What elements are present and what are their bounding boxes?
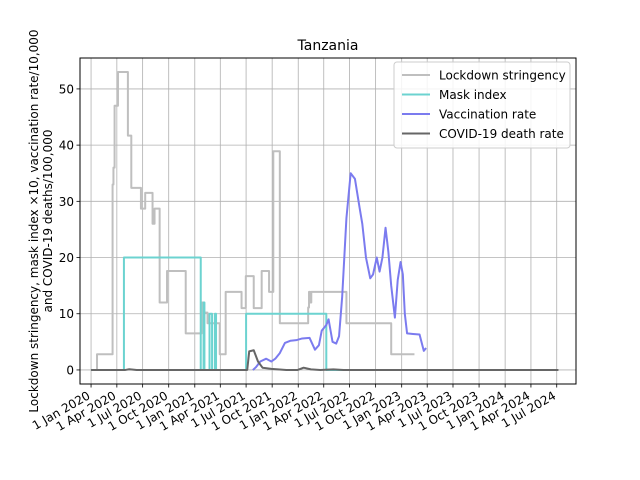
series-line-vaccination-rate	[252, 172, 427, 371]
y-tick-label: 40	[59, 139, 74, 153]
legend-label: COVID-19 death rate	[439, 127, 564, 141]
legend-label: Lockdown stringency	[439, 69, 566, 83]
legend-label: Mask index	[439, 88, 507, 102]
y-axis-label-line2: and COVID-19 deaths/100,000	[41, 130, 55, 313]
y-tick-label: 30	[59, 195, 74, 209]
y-tick-label: 0	[66, 363, 74, 377]
legend: Lockdown stringency Mask index Vaccination…	[393, 61, 571, 149]
y-axis-label-line1: Lockdown stringency, mask index ×10, vac…	[27, 29, 41, 412]
plot-area	[91, 71, 559, 371]
y-tick-label: 20	[59, 251, 74, 265]
legend-label: Vaccination rate	[439, 108, 536, 122]
y-tick-label: 50	[59, 82, 74, 96]
plot-frame	[79, 57, 577, 385]
chart-title: Tanzania	[297, 38, 359, 54]
legend-box	[393, 61, 571, 149]
series-line-mask-index	[91, 256, 415, 371]
series-line-covid-19-death-rate	[91, 349, 559, 371]
y-tick-label: 10	[59, 307, 74, 321]
